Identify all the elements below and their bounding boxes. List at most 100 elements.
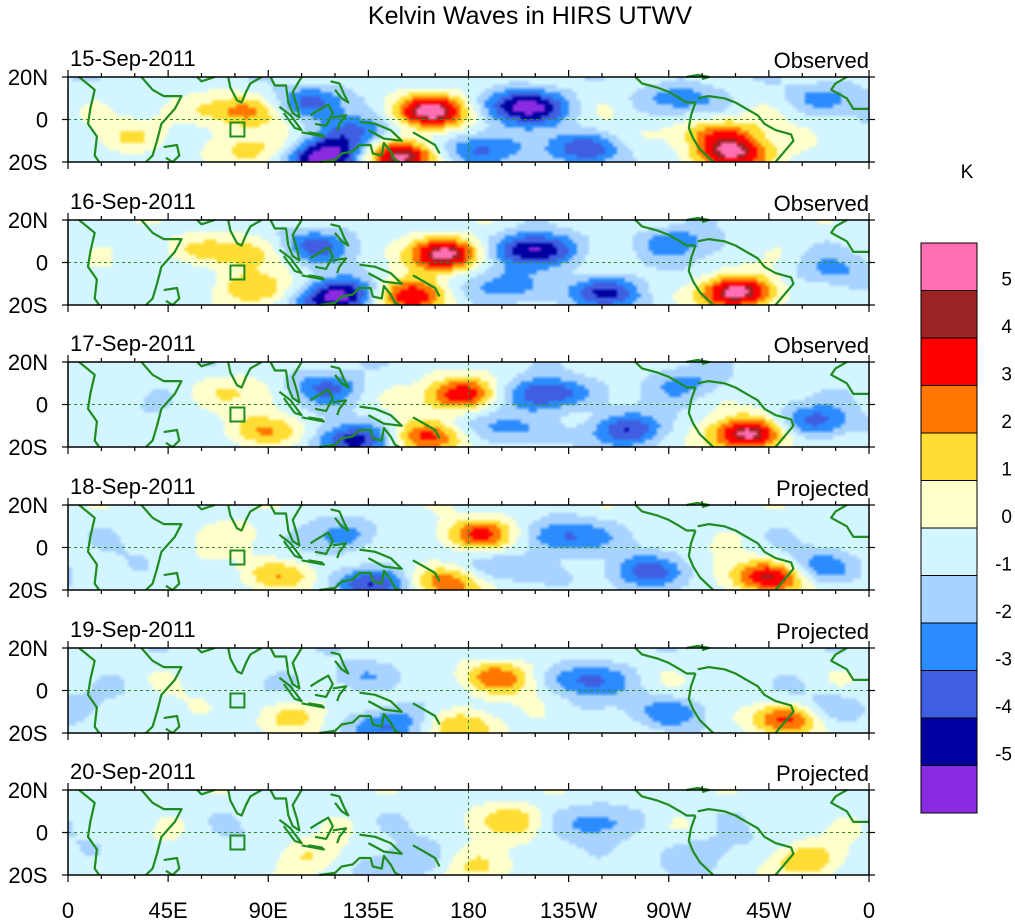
coastline [686, 786, 710, 794]
coastline [687, 815, 715, 876]
coastline [687, 102, 715, 163]
colorbar-swatch [920, 575, 978, 624]
colorbar-label: 0 [1001, 507, 1012, 528]
y-tick-label: 20N [8, 493, 48, 518]
x-tick-label: 90W [646, 898, 691, 922]
coastline [332, 542, 348, 559]
x-tick-label: 180 [450, 898, 487, 922]
y-tick-label: 20N [8, 350, 48, 375]
coastline [359, 263, 403, 285]
coastline [78, 504, 101, 591]
x-tick-label: 135W [540, 898, 598, 922]
coastline [686, 644, 710, 652]
coastline [686, 358, 710, 366]
panel-label: Observed [774, 48, 869, 73]
coastlines [78, 358, 869, 449]
coastline [140, 504, 183, 591]
x-tick-label: 135E [343, 898, 394, 922]
coastline [309, 103, 334, 128]
coastline [330, 508, 350, 532]
x-tick-label: 45W [746, 898, 791, 922]
colorbar-units: K [961, 162, 974, 183]
panel-4: 20N 0 20S 18-Sep-2011 Projected [8, 474, 875, 603]
panel-date: 20-Sep-2011 [70, 759, 196, 784]
coastline [634, 361, 696, 389]
coastline [269, 789, 303, 832]
coastline [301, 131, 325, 138]
y-tick-label: 20N [8, 208, 48, 233]
coastline [196, 503, 216, 511]
coastlines [78, 786, 869, 877]
panel-date: 18-Sep-2011 [70, 474, 196, 499]
colorbar-swatch [920, 432, 978, 481]
panel-label: Observed [774, 191, 869, 216]
coastline [309, 246, 334, 270]
panel-label: Projected [776, 619, 869, 644]
panel-date: 15-Sep-2011 [70, 46, 196, 71]
coastline [227, 789, 263, 817]
panel-date: 17-Sep-2011 [70, 331, 196, 356]
coastline [140, 76, 183, 163]
coastline [634, 647, 696, 675]
colorbar-swatch [920, 480, 978, 529]
panel-label: Projected [776, 476, 869, 501]
coastline [687, 387, 715, 448]
region-box [229, 406, 246, 423]
y-tick-label: 20N [8, 778, 48, 803]
coastline [412, 844, 441, 868]
coastline [412, 131, 441, 155]
coastline [78, 361, 101, 448]
coastline [330, 651, 350, 675]
coastline [309, 388, 334, 412]
y-tick-label: 20S [8, 578, 47, 603]
coastline [278, 390, 303, 417]
coastline [196, 360, 216, 368]
coastline [412, 559, 441, 583]
coastline [78, 789, 101, 876]
panel-1: 20N 0 20S 15-Sep-2011 Observed [8, 46, 875, 175]
coastline [319, 712, 400, 735]
coastline [269, 361, 303, 404]
coastline [412, 702, 441, 726]
coastline [697, 238, 795, 306]
colorbar-swatch [920, 242, 978, 291]
coastline [830, 504, 869, 539]
coastline [78, 219, 101, 306]
coastline [319, 854, 400, 877]
x-tick-label: 45E [149, 898, 188, 922]
coastline [196, 75, 216, 83]
coastline [697, 807, 795, 876]
coastline [278, 533, 303, 560]
y-tick-label: 20N [8, 636, 48, 661]
coastline [412, 416, 441, 440]
panel-3: 20N 0 20S 17-Sep-2011 Observed [8, 331, 875, 460]
coastline [359, 548, 403, 570]
coastline [269, 504, 303, 547]
coastline [634, 789, 696, 817]
longitude-axis: 0 45E 90E 135E 180 135W 90W 45W 0 [62, 898, 875, 922]
coastline [163, 571, 181, 592]
coastline [687, 530, 715, 591]
coastline [634, 219, 696, 247]
y-tick-label: 20S [8, 293, 47, 318]
colorbar-swatch [920, 385, 978, 434]
coastline [697, 522, 795, 591]
region-box [229, 121, 246, 138]
coastline [278, 818, 303, 845]
y-tick-label: 20S [8, 150, 47, 175]
colorbar-label: 4 [1001, 317, 1012, 338]
colorbar-label: -2 [995, 602, 1012, 623]
y-tick-label: 20S [8, 435, 47, 460]
coastline [686, 216, 710, 224]
colorbar-label: 1 [1001, 460, 1012, 481]
panel-stack: 20N 0 20S 15-Sep-2011 Observed 20N 0 20S 16-Sep-… [8, 46, 875, 888]
colorbar-swatch [920, 290, 978, 339]
colorbar-label: -5 [995, 745, 1012, 766]
coastlines [78, 216, 869, 307]
coastline [330, 365, 350, 389]
coastline [196, 646, 216, 654]
y-tick-label: 0 [36, 821, 48, 846]
coastline [163, 286, 181, 307]
coastline [359, 691, 403, 713]
coastline [697, 94, 795, 163]
